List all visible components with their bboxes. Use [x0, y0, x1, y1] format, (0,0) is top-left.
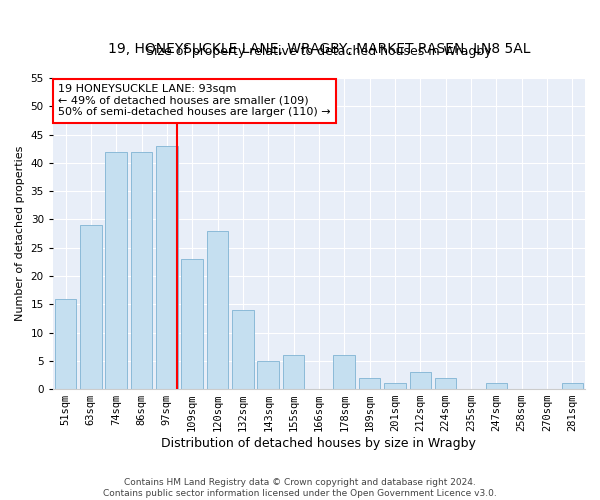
Bar: [435, 378, 457, 389]
Bar: [207, 230, 229, 389]
Text: Size of property relative to detached houses in Wragby: Size of property relative to detached ho…: [146, 45, 492, 58]
Bar: [181, 259, 203, 389]
Bar: [106, 152, 127, 389]
Bar: [562, 384, 583, 389]
Bar: [257, 361, 279, 389]
X-axis label: Distribution of detached houses by size in Wragby: Distribution of detached houses by size …: [161, 437, 476, 450]
Bar: [131, 152, 152, 389]
Bar: [359, 378, 380, 389]
Bar: [334, 355, 355, 389]
Bar: [283, 355, 304, 389]
Text: Contains HM Land Registry data © Crown copyright and database right 2024.
Contai: Contains HM Land Registry data © Crown c…: [103, 478, 497, 498]
Bar: [232, 310, 254, 389]
Y-axis label: Number of detached properties: Number of detached properties: [15, 146, 25, 321]
Bar: [384, 384, 406, 389]
Text: 19 HONEYSUCKLE LANE: 93sqm
← 49% of detached houses are smaller (109)
50% of sem: 19 HONEYSUCKLE LANE: 93sqm ← 49% of deta…: [58, 84, 331, 117]
Bar: [55, 298, 76, 389]
Bar: [80, 225, 101, 389]
Bar: [485, 384, 507, 389]
Bar: [156, 146, 178, 389]
Title: 19, HONEYSUCKLE LANE, WRAGBY, MARKET RASEN, LN8 5AL: 19, HONEYSUCKLE LANE, WRAGBY, MARKET RAS…: [107, 42, 530, 56]
Bar: [410, 372, 431, 389]
